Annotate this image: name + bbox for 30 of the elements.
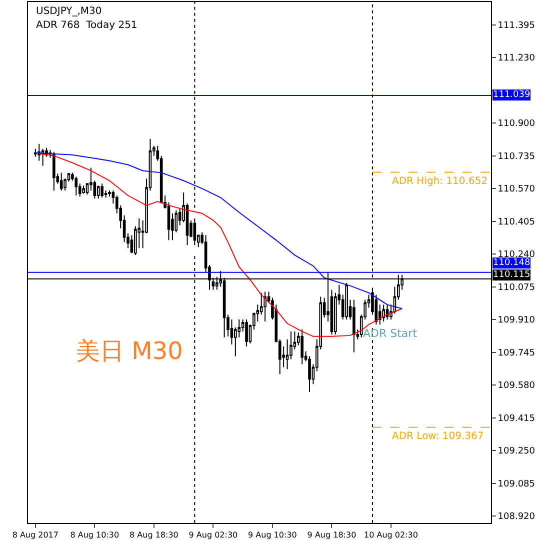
y-tick-label: 111.230 [498, 54, 536, 64]
x-tick-label: 8 Aug 2017 [12, 530, 58, 540]
y-tick-label: 110.735 [498, 152, 536, 162]
y-tick-label: 110.405 [498, 217, 536, 228]
x-tick-label: 8 Aug 18:30 [130, 530, 178, 540]
text: ADR 768 Today 251 [36, 20, 138, 31]
y-tick-label: 109.910 [498, 316, 536, 326]
ref-line-label: 110.148 [493, 258, 530, 268]
x-tick-label: 9 Aug 02:30 [188, 530, 238, 540]
x-tick-label: 8 Aug 10:30 [70, 530, 120, 540]
y-tick-label: 110.570 [498, 184, 536, 195]
y-tick-label: 108.920 [498, 512, 536, 522]
x-tick-label: 9 Aug 18:30 [307, 530, 356, 540]
y-tick-label: 109.745 [498, 348, 536, 358]
annotation: 美日 M30 [76, 337, 183, 365]
ref-line-label: 111.039 [493, 90, 530, 100]
x-tick-label: 10 Aug 02:30 [364, 530, 418, 540]
y-tick-label: 109.250 [498, 446, 536, 457]
ref-line-label: ADR High: 110.652 [392, 176, 488, 187]
chart-title: USDJPY_,M30 [36, 6, 102, 17]
ref-line-label: 110.115 [493, 270, 530, 280]
y-tick-label: 111.395 [498, 20, 536, 31]
annotation: ADR Start [363, 327, 418, 340]
ref-line-label: ADR Low: 109.367 [392, 431, 484, 442]
y-tick-label: 109.415 [498, 414, 536, 424]
y-tick-label: 109.580 [498, 381, 536, 392]
y-tick-label: 110.900 [498, 119, 536, 130]
y-tick-label: 110.075 [498, 282, 536, 293]
x-tick-label: 9 Aug 10:30 [248, 530, 297, 540]
y-tick-label: 109.085 [498, 479, 536, 490]
